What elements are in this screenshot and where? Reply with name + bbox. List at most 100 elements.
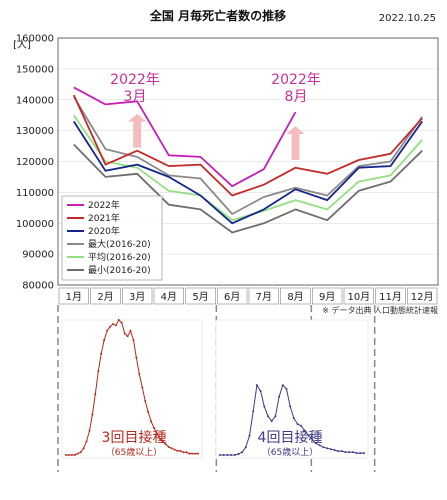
dose3-frame [61, 319, 203, 459]
dose4-panel: 4回目接種 （65歳以上） [215, 319, 369, 459]
dose3-point [129, 329, 132, 332]
dose3-point [141, 386, 144, 389]
dose3-point [70, 454, 73, 456]
dose3-point [123, 332, 126, 335]
dose4-point [278, 395, 281, 398]
x-tick-label: 2月 [97, 291, 113, 303]
series-line [72, 94, 423, 197]
x-tick-label: 3月 [129, 291, 145, 303]
x-tick-label: 12月 [411, 291, 434, 303]
x-tick-label: 9月 [319, 291, 335, 303]
y-tick-label: 100000 [16, 219, 54, 230]
dose3-point [173, 448, 176, 451]
dose4-point [318, 444, 321, 447]
report-date: 2022.10.25 [379, 13, 436, 24]
dose4-point [311, 438, 314, 441]
legend-entry: 最小(2016-20) [88, 265, 151, 276]
dose4-point [326, 447, 329, 450]
y-tick-label: 130000 [16, 126, 54, 137]
dose3-label: 3回目接種 [102, 429, 167, 446]
dose4-point [329, 448, 332, 451]
dose3-point [135, 356, 138, 359]
x-tick-label: 5月 [192, 291, 208, 303]
dose3-point [197, 452, 199, 455]
annotation-august-year: 2022年 [271, 72, 321, 88]
dose4-point [351, 451, 354, 454]
dose3-point [120, 321, 123, 324]
dose3-point [88, 429, 91, 432]
legend-entry: 最大(2016-20) [88, 238, 151, 250]
dose4-point [289, 405, 292, 408]
dose3-point [65, 454, 67, 456]
dose4-point [219, 454, 221, 456]
y-tick-label: 90000 [22, 250, 54, 261]
dose4-point [233, 454, 236, 456]
dose3-point [164, 443, 167, 446]
dose4-point [337, 450, 340, 453]
month-box [185, 287, 216, 305]
dose4-point [230, 454, 233, 456]
legend-entry: 平均(2016-20) [88, 251, 151, 263]
dose4-point [315, 442, 317, 445]
dose4-point [255, 384, 258, 387]
legend-box [61, 195, 163, 281]
dose4-point [303, 429, 306, 432]
dose3-point [67, 454, 70, 456]
dose4-points [219, 384, 365, 456]
dose3-point [191, 452, 194, 455]
month-box [407, 287, 438, 305]
dose4-point [355, 452, 358, 455]
x-tick-label: 11月 [379, 291, 402, 303]
dose3-point [155, 432, 158, 435]
dose3-point [82, 447, 85, 450]
dose4-point [226, 454, 229, 456]
dose3-point [167, 445, 170, 448]
annotation-march-year: 2022年 [110, 72, 160, 88]
x-tick-label: 7月 [256, 291, 272, 303]
annotation-august: 2022年 8月 [271, 72, 321, 105]
dose4-point [340, 450, 343, 453]
dose3-point [106, 329, 109, 332]
y-unit-label: [人] [13, 39, 31, 51]
month-box [248, 287, 279, 305]
legend-entry: 2021年 [88, 212, 120, 224]
dose3-point [91, 413, 94, 416]
dose3-point [114, 324, 117, 327]
x-tick-label: 1月 [66, 291, 82, 303]
dose3-point [185, 451, 188, 454]
dose4-point [237, 453, 240, 455]
dose4-point [285, 388, 288, 390]
x-tick-label: 4月 [161, 291, 177, 303]
increase-arrows [128, 113, 305, 160]
series-line [73, 120, 423, 225]
annotation-august-month: 8月 [285, 89, 308, 105]
dose4-point [359, 452, 362, 455]
dose3-point [132, 339, 135, 342]
dose3-point [126, 335, 129, 338]
dose4-sublabel: （65歳以上） [262, 446, 318, 458]
dose4-point [270, 420, 273, 423]
dose4-point [259, 390, 262, 392]
dose4-point [252, 410, 255, 413]
y-tick-label: 80000 [22, 281, 54, 292]
dose3-point [79, 451, 82, 454]
dose3-point [94, 393, 97, 396]
dose4-point [274, 415, 277, 418]
dose4-point [348, 451, 351, 454]
dose3-sublabel: （65歳以上） [106, 446, 162, 458]
dose3-point [100, 352, 103, 355]
month-box [280, 287, 311, 305]
series-line [73, 86, 297, 188]
dose3-point [144, 400, 147, 402]
dose4-curve [220, 383, 364, 456]
dose4-point [300, 424, 303, 427]
dose3-point [138, 373, 141, 375]
x-tick-label: 10月 [347, 291, 370, 303]
dose3-points [65, 319, 199, 456]
dose3-point [85, 440, 88, 443]
dose4-point [281, 384, 284, 387]
month-box [153, 287, 184, 305]
annotation-march-month: 3月 [124, 89, 147, 105]
dose3-point [161, 440, 164, 443]
